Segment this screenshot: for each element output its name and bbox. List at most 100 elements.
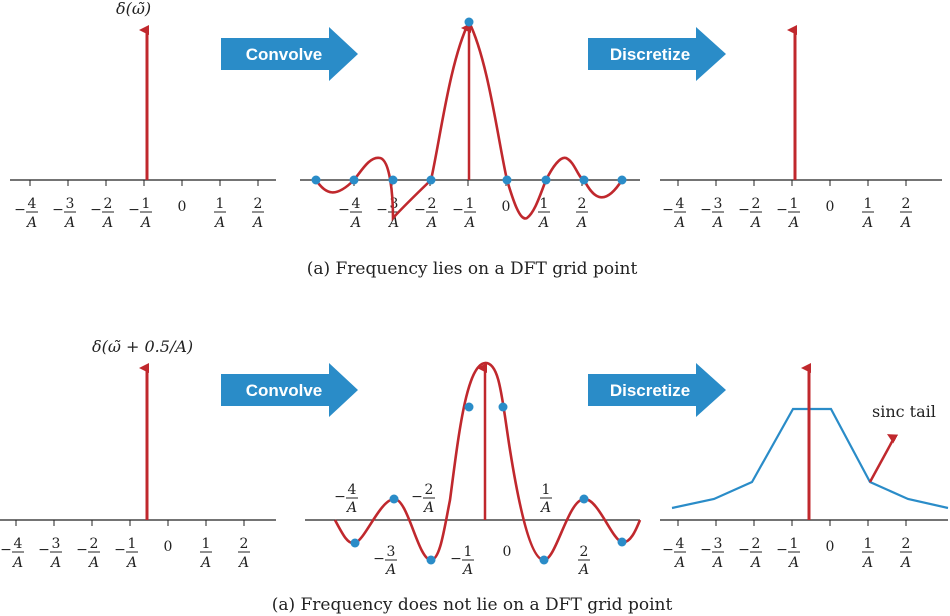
tick-label: 1A bbox=[537, 196, 550, 231]
discretize-label-a: Discretize bbox=[610, 45, 690, 64]
svg-text:0: 0 bbox=[164, 539, 173, 555]
svg-text:3: 3 bbox=[714, 536, 723, 552]
svg-text:4: 4 bbox=[676, 196, 685, 212]
svg-text:A: A bbox=[673, 555, 685, 571]
sample-point bbox=[389, 494, 399, 504]
tick-label: 0 bbox=[503, 544, 512, 560]
svg-text:4: 4 bbox=[352, 196, 361, 212]
tick-label: 1A bbox=[861, 196, 874, 231]
tick-label: −3 A bbox=[52, 196, 76, 231]
sample-point bbox=[579, 175, 589, 185]
tick-label: − 4 A bbox=[334, 482, 358, 516]
svg-text:−: − bbox=[373, 551, 385, 567]
svg-text:2: 2 bbox=[580, 544, 589, 560]
svg-text:0: 0 bbox=[178, 199, 187, 215]
svg-text:A: A bbox=[387, 215, 399, 231]
sinc-tail-arrow bbox=[868, 434, 899, 483]
svg-text:A: A bbox=[539, 500, 551, 516]
svg-text:A: A bbox=[749, 215, 761, 231]
tick-label: −1 A bbox=[114, 536, 138, 571]
tick-label: 2A bbox=[899, 196, 912, 231]
svg-text:A: A bbox=[425, 215, 437, 231]
svg-text:−: − bbox=[76, 542, 88, 558]
svg-text:2: 2 bbox=[752, 196, 761, 212]
svg-text:−: − bbox=[411, 489, 423, 505]
svg-text:−: − bbox=[0, 542, 12, 558]
svg-text:3: 3 bbox=[52, 536, 61, 552]
sample-point bbox=[539, 555, 549, 565]
svg-text:A: A bbox=[711, 215, 723, 231]
svg-text:A: A bbox=[63, 215, 75, 231]
discretize-arrow-b: Discretize bbox=[588, 363, 726, 417]
svg-text:A: A bbox=[899, 555, 911, 571]
sample-point bbox=[426, 175, 436, 185]
sample-point bbox=[388, 175, 398, 185]
svg-text:−: − bbox=[452, 202, 464, 218]
svg-text:3: 3 bbox=[714, 196, 723, 212]
tick-label: −2 A bbox=[76, 536, 100, 571]
svg-text:A: A bbox=[213, 215, 225, 231]
tick-label: 0 bbox=[178, 199, 187, 215]
svg-text:A: A bbox=[787, 215, 799, 231]
svg-text:−: − bbox=[90, 202, 102, 218]
svg-text:A: A bbox=[422, 500, 434, 516]
sample-point bbox=[426, 555, 436, 565]
svg-text:3: 3 bbox=[390, 196, 399, 212]
sample-points-a bbox=[311, 17, 627, 185]
svg-text:A: A bbox=[575, 215, 587, 231]
tick-label: −1 A bbox=[776, 196, 800, 231]
svg-text:A: A bbox=[899, 215, 911, 231]
svg-text:A: A bbox=[384, 562, 396, 578]
tick-labels-b2: − 4 A − 3 A − 2 A − bbox=[334, 482, 590, 578]
svg-text:−: − bbox=[128, 202, 140, 218]
svg-text:A: A bbox=[749, 555, 761, 571]
svg-text:A: A bbox=[25, 215, 37, 231]
svg-text:−: − bbox=[662, 542, 674, 558]
svg-text:A: A bbox=[49, 555, 61, 571]
svg-text:2: 2 bbox=[578, 196, 587, 212]
svg-text:A: A bbox=[101, 215, 113, 231]
svg-text:−: − bbox=[38, 542, 50, 558]
svg-text:−: − bbox=[114, 542, 126, 558]
svg-text:1: 1 bbox=[128, 536, 137, 552]
svg-text:−: − bbox=[776, 202, 788, 218]
svg-text:−: − bbox=[700, 542, 712, 558]
tick-label: −3 A bbox=[700, 536, 724, 571]
svg-text:A: A bbox=[577, 562, 589, 578]
sample-point bbox=[498, 402, 508, 412]
sample-point bbox=[502, 175, 512, 185]
svg-text:A: A bbox=[711, 555, 723, 571]
tick-label: − 2 A bbox=[411, 482, 435, 516]
discrete-spectrum-line bbox=[671, 407, 949, 510]
svg-text:2: 2 bbox=[254, 196, 263, 212]
caption-a: (a) Frequency lies on a DFT grid point bbox=[307, 259, 638, 279]
delta-label-b: δ(ω̃ + 0.5/A) bbox=[92, 337, 193, 356]
svg-text:−: − bbox=[738, 542, 750, 558]
tick-label: −1 A bbox=[128, 196, 152, 231]
discretize-label-b: Discretize bbox=[610, 381, 690, 400]
sinc-tail-label: sinc tail bbox=[872, 402, 936, 421]
block-arrow-icon bbox=[588, 27, 726, 81]
svg-text:A: A bbox=[199, 555, 211, 571]
svg-text:1: 1 bbox=[466, 196, 475, 212]
svg-text:−: − bbox=[334, 489, 346, 505]
svg-text:3: 3 bbox=[387, 544, 396, 560]
svg-text:0: 0 bbox=[826, 199, 835, 215]
svg-text:A: A bbox=[11, 555, 23, 571]
tick-label: 2A bbox=[899, 536, 912, 571]
tick-label: 1A bbox=[199, 536, 212, 571]
tick-label: −4 A bbox=[662, 536, 686, 571]
svg-text:−: − bbox=[414, 202, 426, 218]
svg-text:A: A bbox=[861, 215, 873, 231]
sample-points-b bbox=[350, 402, 627, 565]
svg-text:A: A bbox=[787, 555, 799, 571]
sample-point bbox=[541, 175, 551, 185]
svg-text:−: − bbox=[14, 202, 26, 218]
svg-text:−: − bbox=[338, 202, 350, 218]
